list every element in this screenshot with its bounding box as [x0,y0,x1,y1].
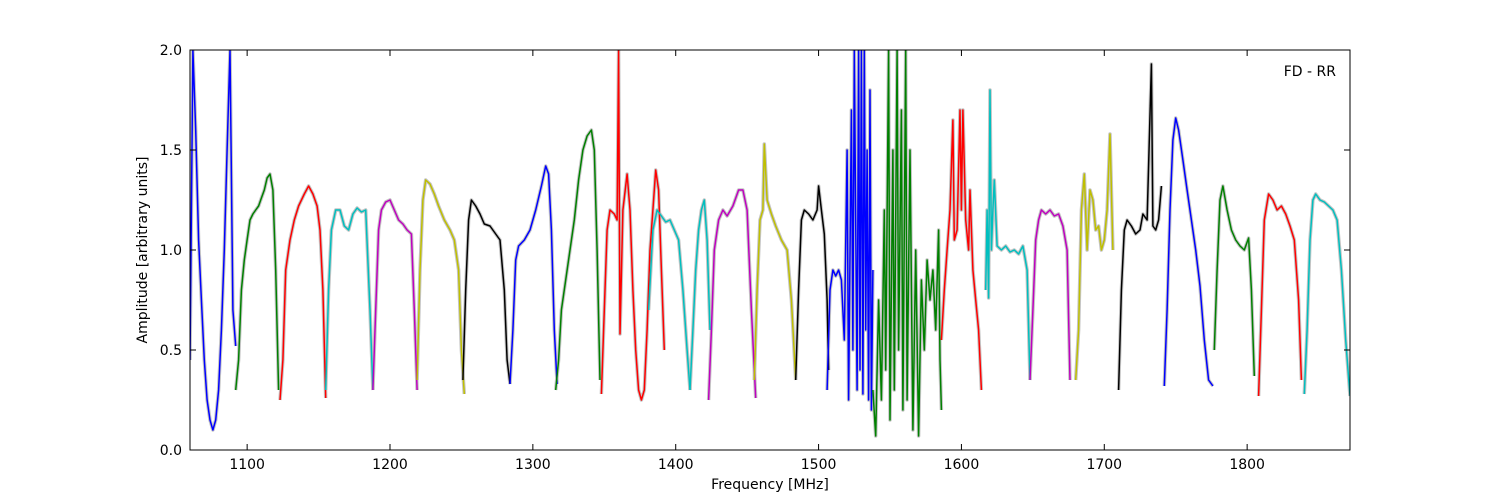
spectrum-segment-19 [984,89,1031,381]
spectrum-segment-26 [1303,193,1350,397]
spectrum-segment-24 [1213,185,1256,377]
spectrum-segment-11 [647,209,691,391]
y-tick-label: 0.5 [160,343,182,359]
background-trace-14 [752,142,798,381]
x-tick-label: 1500 [801,457,837,473]
background-trace-25 [1256,192,1304,397]
spectrum-segment-5 [372,199,418,391]
spectrum-segment-4 [324,207,374,391]
plot-annotation: FD - RR [1284,64,1337,80]
spectrum-segment-13 [707,189,757,401]
x-tick-label: 1700 [1086,457,1122,473]
y-tick-label: 2.0 [160,43,182,59]
spectrum-segment-12 [689,199,711,391]
spectrum-segment-16 [826,50,874,411]
x-tick-label: 1600 [944,457,980,473]
background-trace-21 [1073,132,1115,381]
y-axis-ticks: 0.0 0.5 1.0 1.5 2.0 [160,43,1350,459]
spectrum-segment-1 [190,50,237,431]
x-tick-label: 1400 [658,457,694,473]
background-trace-24 [1212,184,1257,377]
x-tick-label: 1300 [515,457,551,473]
spectrum-segment-6 [416,179,466,395]
spectrum-segment-10 [600,50,666,401]
y-tick-label: 1.0 [160,243,182,259]
background-trace-13 [706,188,758,401]
spectrum-segment-15 [794,185,830,381]
background-trace-7 [461,198,512,385]
y-tick-label: 0.0 [160,443,182,459]
x-tick-label: 1800 [1229,457,1265,473]
x-axis-title: Frequency [MHz] [711,477,829,493]
spectrum-segment-8 [509,165,558,385]
x-axis-ticks: 1100 1200 1300 1400 1500 1600 1700 1800 [229,50,1265,473]
spectrum-segment-23 [1163,117,1214,387]
spectrum-segment-18 [940,109,983,391]
background-trace-layer [190,50,1350,438]
x-tick-label: 1100 [229,457,265,473]
series-layer [190,50,1350,437]
y-axis-title: Amplitude [arbitrary units] [135,157,151,344]
y-tick-label: 1.5 [160,143,182,159]
background-trace-4 [323,206,375,391]
spectrum-segment-22 [1117,63,1163,391]
spectrum-segment-21 [1074,133,1114,381]
background-trace-15 [793,184,831,381]
spectrum-segment-7 [462,199,511,385]
spectrum-segment-20 [1029,209,1071,381]
spectrum-segment-3 [279,185,327,401]
spectrum-segment-25 [1257,193,1303,397]
x-tick-label: 1200 [372,457,408,473]
spectrum-segment-14 [753,143,797,381]
background-trace-9 [553,128,602,391]
spectrum-segment-17 [872,50,943,437]
plot-frame [189,49,1351,451]
spectrum-segment-2 [234,173,280,391]
spectrum-segment-9 [554,129,601,391]
